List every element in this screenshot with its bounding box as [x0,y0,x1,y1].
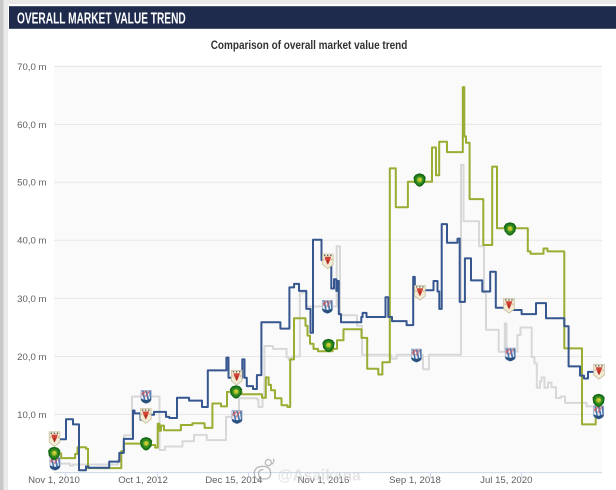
svg-text:30,0 m: 30,0 m [17,294,46,305]
svg-text:70,0 m: 70,0 m [17,62,46,73]
svg-text:Comparison of overall market v: Comparison of overall market value trend [211,39,408,52]
svg-text:Jul 15, 2020: Jul 15, 2020 [480,475,532,486]
svg-text:Nov 1, 2010: Nov 1, 2010 [28,475,80,486]
svg-text:OVERALL MARKET VALUE TREND: OVERALL MARKET VALUE TREND [17,9,186,27]
svg-text:@Asaikana: @Asaikana [278,467,362,484]
svg-text:20,0 m: 20,0 m [17,352,46,363]
svg-text:Sep 1, 2018: Sep 1, 2018 [389,475,441,486]
svg-text:10,0 m: 10,0 m [17,410,46,421]
svg-text:40,0 m: 40,0 m [17,236,46,247]
svg-text:60,0 m: 60,0 m [17,120,46,131]
svg-text:Nov 1, 2016: Nov 1, 2016 [298,475,350,486]
svg-text:50,0 m: 50,0 m [17,178,46,189]
svg-text:Oct 1, 2012: Oct 1, 2012 [118,475,168,486]
svg-text:Dec 15, 2014: Dec 15, 2014 [205,475,263,486]
